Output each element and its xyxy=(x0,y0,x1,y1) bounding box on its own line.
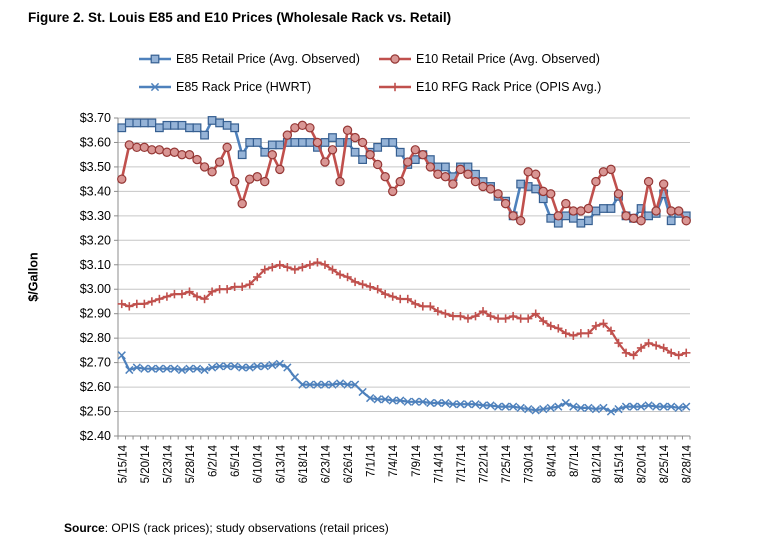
legend-marker-circle-icon xyxy=(379,54,411,64)
x-tick-label: 8/15/14 xyxy=(614,444,626,483)
x-tick-label: 7/1/14 xyxy=(366,444,378,477)
y-tick-label: $3.70 xyxy=(80,111,111,125)
legend-label: E85 Rack Price (HWRT) xyxy=(176,80,312,94)
legend-item-1: E85 Retail Price (Avg. Observed) xyxy=(138,52,360,66)
legend-item-2: E10 Retail Price (Avg. Observed) xyxy=(378,52,600,66)
legend-row-2: E85 Rack Price (HWRT) E10 RFG Rack Price … xyxy=(0,80,758,108)
y-tick-label: $2.80 xyxy=(80,331,111,345)
y-tick-label: $3.30 xyxy=(80,209,111,223)
legend-marker-plus-icon xyxy=(379,82,411,92)
y-tick-label: $2.40 xyxy=(80,429,111,443)
legend-row-1: E85 Retail Price (Avg. Observed) E10 Reta… xyxy=(0,52,758,80)
x-tick-label: 8/7/14 xyxy=(569,444,581,477)
series-e85-rack-price-hwrt xyxy=(117,351,691,416)
x-tick-label: 8/12/14 xyxy=(591,444,603,483)
x-tick-label: 8/4/14 xyxy=(546,444,558,477)
x-tick-label: 7/9/14 xyxy=(411,444,423,477)
x-tick-label: 7/4/14 xyxy=(388,444,400,477)
x-tick-label: 8/28/14 xyxy=(682,444,694,483)
source-text: : OPIS (rack prices); study observations… xyxy=(104,521,389,535)
x-tick-label: 6/23/14 xyxy=(320,444,332,483)
legend-item-3: E85 Rack Price (HWRT) xyxy=(138,80,311,94)
chart-legend: E85 Retail Price (Avg. Observed) E10 Reta… xyxy=(0,52,758,108)
x-tick-label: 8/25/14 xyxy=(659,444,671,483)
x-tick-label: 7/25/14 xyxy=(501,444,513,483)
x-tick-label: 5/23/14 xyxy=(162,444,174,483)
y-tick-label: $2.90 xyxy=(80,307,111,321)
y-tick-label: $3.00 xyxy=(80,282,111,296)
y-tick-label: $3.50 xyxy=(80,160,111,174)
chart-title: Figure 2. St. Louis E85 and E10 Prices (… xyxy=(28,10,452,25)
y-tick-label: $3.40 xyxy=(80,184,111,198)
legend-label: E10 RFG Rack Price (OPIS Avg.) xyxy=(416,80,602,94)
x-tick-label: 8/20/14 xyxy=(637,444,649,483)
x-tick-label: 6/10/14 xyxy=(253,444,265,483)
x-tick-label: 7/30/14 xyxy=(524,444,536,483)
series-e10-retail-price-avg-observed xyxy=(117,120,691,226)
y-tick-label: $3.10 xyxy=(80,258,111,272)
x-tick-label: 6/26/14 xyxy=(343,444,355,483)
x-tick-label: 5/20/14 xyxy=(140,444,152,483)
y-tick-label: $3.60 xyxy=(80,135,111,149)
y-tick-label: $2.70 xyxy=(80,356,111,370)
y-tick-label: $2.60 xyxy=(80,380,111,394)
x-tick-label: 6/5/14 xyxy=(230,444,242,477)
source-label: Source xyxy=(64,521,105,535)
x-tick-label: 6/18/14 xyxy=(298,444,310,483)
x-tick-label: 6/2/14 xyxy=(208,444,220,477)
legend-marker-x-icon xyxy=(139,82,171,92)
x-tick-label: 5/15/14 xyxy=(117,444,129,483)
y-tick-label: $2.50 xyxy=(80,405,111,419)
source-note: Source: OPIS (rack prices); study observ… xyxy=(64,521,389,535)
x-tick-label: 7/14/14 xyxy=(433,444,445,483)
x-tick-label: 7/22/14 xyxy=(479,444,491,483)
series-e10-rfg-rack-price-opis-avg xyxy=(117,258,691,360)
legend-marker-square-icon xyxy=(139,54,171,64)
legend-label: E85 Retail Price (Avg. Observed) xyxy=(176,52,360,66)
legend-item-4: E10 RFG Rack Price (OPIS Avg.) xyxy=(378,80,601,94)
x-tick-label: 6/13/14 xyxy=(275,444,287,483)
legend-label: E10 Retail Price (Avg. Observed) xyxy=(416,52,600,66)
y-tick-label: $3.20 xyxy=(80,233,111,247)
x-tick-label: 5/28/14 xyxy=(185,444,197,483)
x-tick-label: 7/17/14 xyxy=(456,444,468,483)
